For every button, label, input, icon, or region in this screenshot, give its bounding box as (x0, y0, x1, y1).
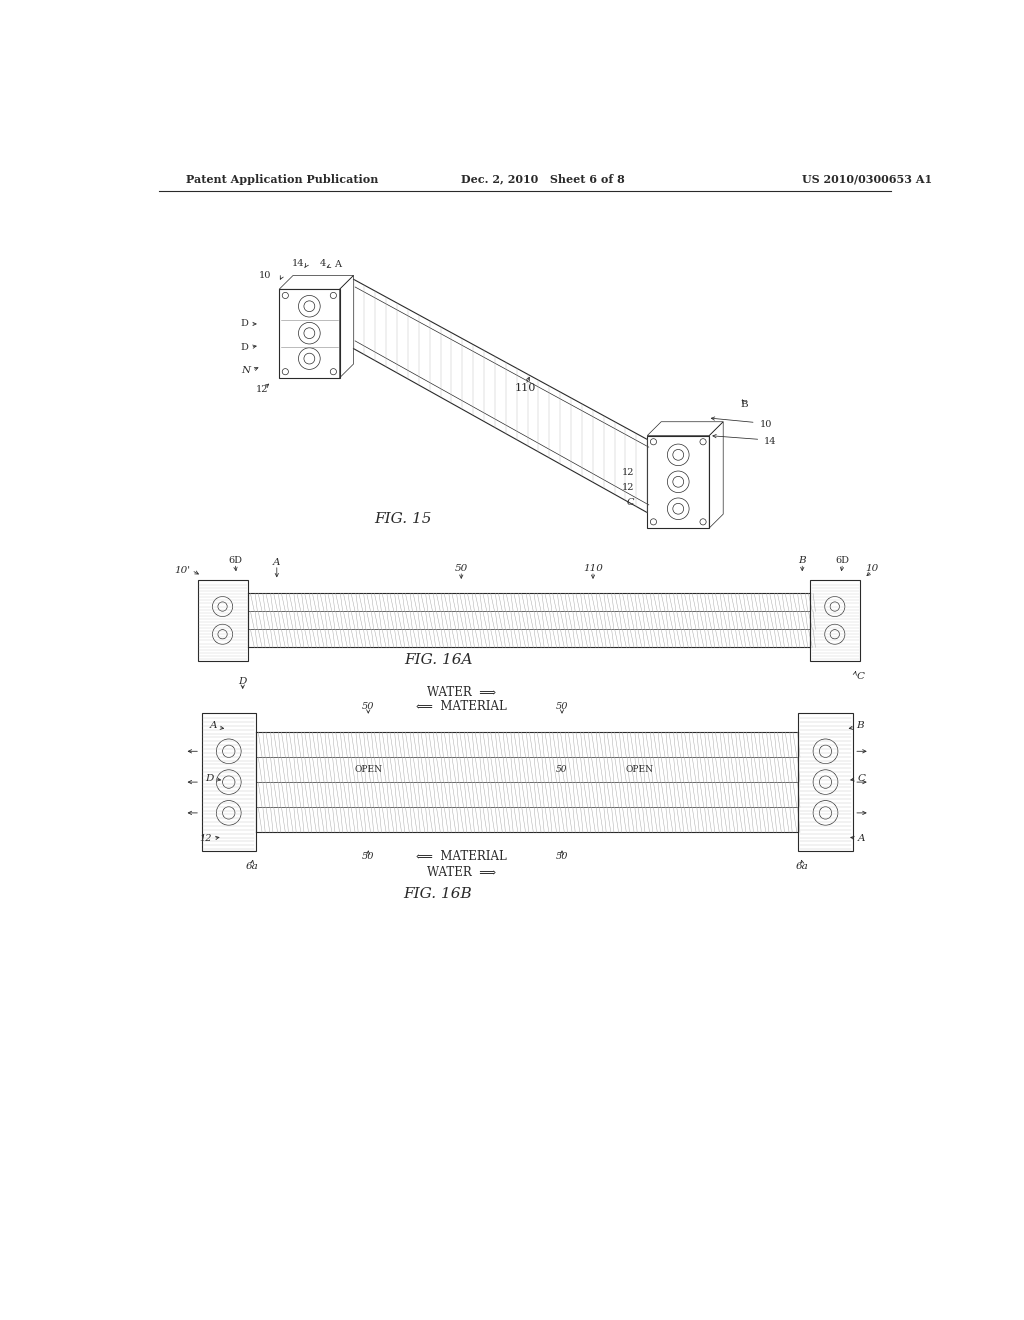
Text: ⟸  MATERIAL: ⟸ MATERIAL (416, 700, 507, 713)
Text: 4: 4 (319, 260, 326, 268)
Text: 6D: 6D (228, 556, 242, 565)
Text: US 2010/0300653 A1: US 2010/0300653 A1 (802, 174, 933, 185)
Text: D: D (241, 319, 248, 329)
Text: 10: 10 (865, 564, 879, 573)
Text: 50: 50 (556, 702, 568, 711)
Text: D: D (205, 774, 213, 783)
Text: WATER  ⟹: WATER ⟹ (427, 685, 496, 698)
Text: B: B (856, 722, 864, 730)
Text: D: D (241, 343, 248, 351)
Text: A: A (273, 558, 281, 568)
Text: 10: 10 (259, 271, 271, 280)
Text: A: A (334, 260, 341, 269)
Text: C: C (858, 774, 866, 783)
Text: A: A (858, 834, 865, 842)
Text: 50: 50 (362, 853, 375, 861)
Text: OPEN: OPEN (626, 766, 653, 774)
Text: Patent Application Publication: Patent Application Publication (186, 174, 379, 185)
Text: 6a: 6a (796, 862, 809, 871)
Text: 12: 12 (622, 483, 634, 492)
Text: 12: 12 (200, 834, 212, 842)
Text: 50: 50 (556, 853, 568, 861)
Text: 12: 12 (256, 385, 268, 393)
Text: 110: 110 (515, 383, 537, 393)
Text: WATER  ⟹: WATER ⟹ (427, 866, 496, 879)
Text: 14: 14 (292, 260, 304, 268)
Text: C: C (627, 498, 634, 507)
Text: 110: 110 (583, 564, 603, 573)
Text: 6D: 6D (836, 556, 850, 565)
Text: B: B (799, 556, 806, 565)
Text: C: C (856, 672, 864, 681)
Text: B: B (740, 400, 748, 409)
Text: FIG. 15: FIG. 15 (375, 512, 432, 525)
Text: 12: 12 (622, 469, 634, 477)
Text: OPEN: OPEN (354, 766, 382, 774)
Text: 14: 14 (764, 437, 776, 446)
Text: 10: 10 (760, 420, 772, 429)
Text: 50: 50 (556, 766, 567, 774)
Text: 6a: 6a (246, 862, 258, 871)
Text: Dec. 2, 2010   Sheet 6 of 8: Dec. 2, 2010 Sheet 6 of 8 (461, 174, 625, 185)
Text: FIG. 16A: FIG. 16A (403, 653, 472, 668)
Text: N: N (242, 366, 251, 375)
Text: D: D (239, 677, 247, 686)
Text: 50: 50 (455, 564, 468, 573)
Text: 50: 50 (362, 702, 375, 711)
Text: A: A (210, 722, 217, 730)
Text: 10': 10' (174, 566, 190, 574)
Text: ⟸  MATERIAL: ⟸ MATERIAL (416, 850, 507, 863)
Text: FIG. 16B: FIG. 16B (403, 887, 472, 900)
